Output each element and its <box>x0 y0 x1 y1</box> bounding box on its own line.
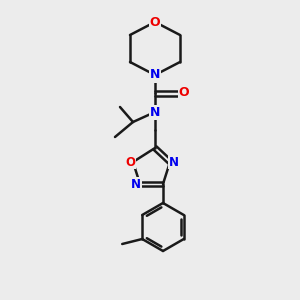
Text: N: N <box>169 155 179 169</box>
Text: O: O <box>179 86 189 100</box>
Text: N: N <box>150 68 160 82</box>
Text: N: N <box>150 106 160 118</box>
Text: O: O <box>125 155 135 169</box>
Text: O: O <box>150 16 160 28</box>
Text: N: N <box>131 178 141 190</box>
